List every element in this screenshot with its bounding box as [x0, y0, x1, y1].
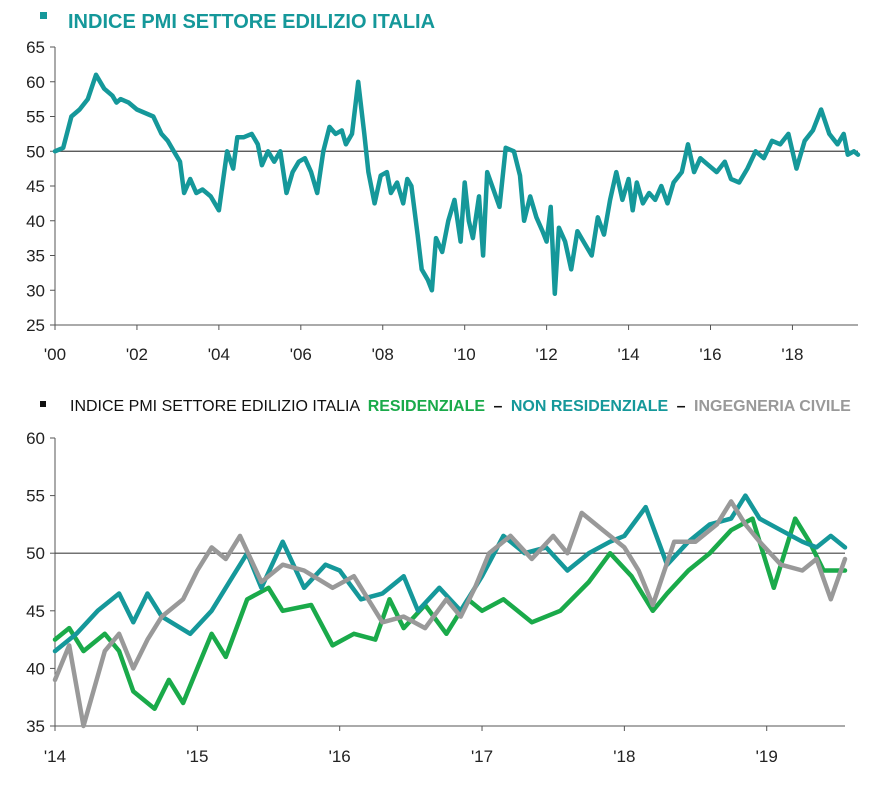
chart1-y-tick-label: 50 — [26, 142, 45, 161]
chart1-x-tick-label: '02 — [126, 345, 148, 364]
chart1-y-tick-label: 65 — [26, 38, 45, 57]
chart1-y-tick-label: 55 — [26, 108, 45, 127]
chart2-plot: 35 40 45 50 55 60 '14 '15 '16 '17 '18 '19 — [26, 429, 848, 766]
chart1-x-tick-label: '12 — [536, 345, 558, 364]
chart1-title-text: INDICE PMI SETTORE EDILIZIO ITALIA — [68, 11, 435, 33]
chart2-x-tick-label: '17 — [471, 747, 493, 766]
chart1-x-tick-label: '14 — [617, 345, 639, 364]
chart1-x-tick-label: '18 — [781, 345, 803, 364]
chart2-y-tick-label: 45 — [26, 602, 45, 621]
chart1-x-tick-label: '06 — [290, 345, 312, 364]
chart2-title-ingegneria-civile: INGEGNERIA CIVILE — [694, 398, 851, 415]
chart2-title-marker — [40, 401, 46, 407]
chart2-x-tick-label: '15 — [186, 747, 208, 766]
chart2-title: INDICE PMI SETTORE EDILIZIO ITALIA RESID… — [40, 398, 851, 415]
chart1-y-tick-label: 40 — [26, 212, 45, 231]
chart2-line-ingegneria-civile — [52, 499, 848, 729]
chart1-x-tick-label: '10 — [454, 345, 476, 364]
chart1-y-tick-label: 45 — [26, 177, 45, 196]
chart1-x-tick-label: '00 — [44, 345, 66, 364]
chart2-y-tick-label: 55 — [26, 487, 45, 506]
chart1-y-tick-label: 30 — [26, 281, 45, 300]
chart1-y-tick-label: 60 — [26, 73, 45, 92]
chart1-x-tick-label: '08 — [372, 345, 394, 364]
chart2-y-tick-label: 60 — [26, 429, 45, 448]
chart2-x-tick-label: '16 — [329, 747, 351, 766]
chart2-x-tick-label: '18 — [613, 747, 635, 766]
chart2-x-tick-label: '19 — [756, 747, 778, 766]
chart2-line-non-residenziale — [52, 493, 848, 654]
chart1-title: INDICE PMI SETTORE EDILIZIO ITALIA — [40, 11, 435, 33]
chart2-title-main: INDICE PMI SETTORE EDILIZIO ITALIA — [70, 398, 360, 415]
chart1-y-tick-label: 25 — [26, 316, 45, 335]
chart2-title-residenziale: RESIDENZIALE — [368, 398, 486, 415]
chart2-x-tick-label: '14 — [44, 747, 66, 766]
chart2-title-sep1: – — [494, 398, 503, 415]
chart1-y-tick-label: 35 — [26, 247, 45, 266]
chart1-x-tick-label: '04 — [208, 345, 230, 364]
chart2-y-tick-label: 50 — [26, 544, 45, 563]
chart1-line-series-0 — [52, 72, 861, 296]
chart2-y-tick-label: 35 — [26, 717, 45, 736]
chart1-title-marker — [40, 12, 47, 19]
chart2-y-tick-label: 40 — [26, 659, 45, 678]
chart1-x-tick-label: '16 — [699, 345, 721, 364]
chart2-title-sep2: – — [677, 398, 686, 415]
chart2-title-text: INDICE PMI SETTORE EDILIZIO ITALIA RESID… — [70, 398, 851, 415]
chart2-title-non-residenziale: NON RESIDENZIALE — [511, 398, 669, 415]
chart2-line-residenziale — [52, 516, 848, 711]
chart1-plot: 25 30 35 40 45 50 55 60 65 '00 '02 '04 '06 '08 '10 '12 '… — [26, 38, 861, 364]
